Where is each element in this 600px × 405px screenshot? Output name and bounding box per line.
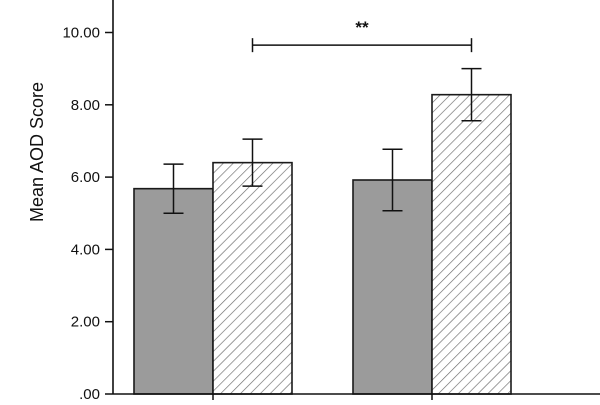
error-bar-2-group-2 bbox=[461, 67, 482, 122]
error-bars-layer bbox=[163, 67, 482, 214]
y-tick-label: 8.00 bbox=[71, 97, 100, 114]
bar-2-group-1 bbox=[212, 161, 293, 395]
bars-layer bbox=[133, 93, 512, 395]
error-bar-1-group-1 bbox=[163, 163, 184, 214]
bar-2-group-2 bbox=[431, 93, 512, 395]
axes-layer: .00 2.00 4.00 6.00 8.00 10.00 bbox=[62, 0, 600, 403]
y-tick-label: .00 bbox=[79, 386, 100, 400]
significance-bracket: ** bbox=[251, 18, 473, 53]
significance-layer: ** bbox=[251, 18, 473, 53]
bar-1-group-2 bbox=[352, 179, 433, 395]
error-bar-2-group-1 bbox=[242, 138, 263, 187]
y-tick-label: 2.00 bbox=[71, 314, 100, 331]
y-tick-label: 10.00 bbox=[62, 25, 100, 42]
y-axis-title: Mean AOD Score bbox=[27, 82, 47, 222]
bar-1-group-1 bbox=[133, 187, 214, 395]
significance-label: ** bbox=[355, 18, 369, 37]
y-tick-label: 6.00 bbox=[71, 169, 100, 186]
y-tick-label: 4.00 bbox=[71, 241, 100, 258]
error-bar-1-group-2 bbox=[382, 148, 403, 212]
